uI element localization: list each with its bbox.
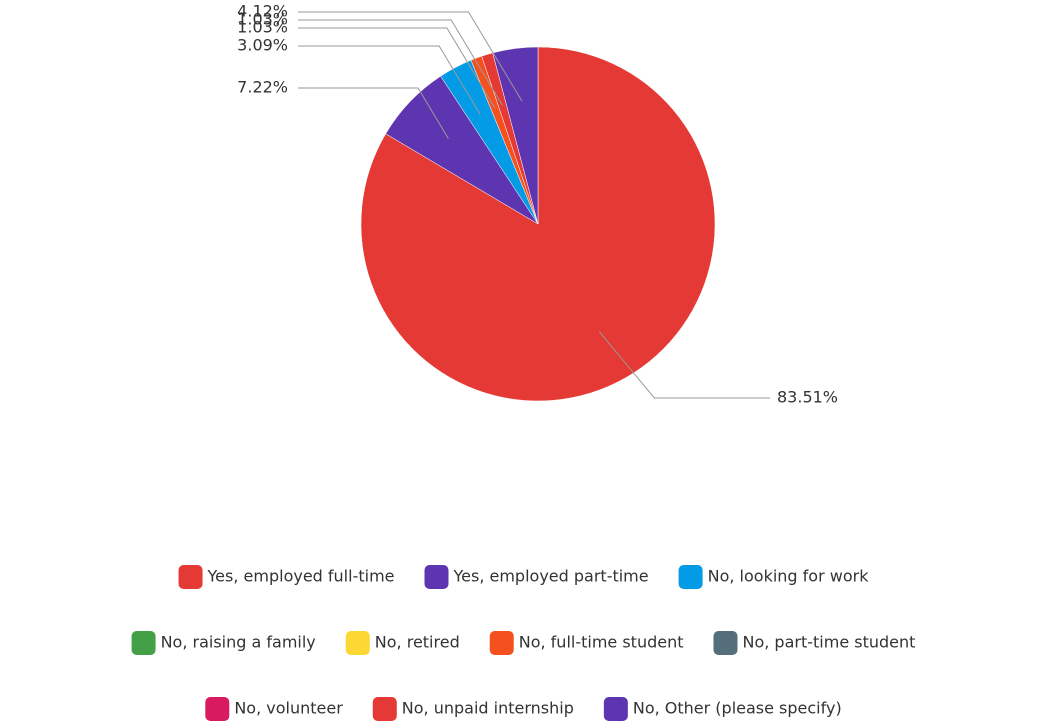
legend-swatch [678, 565, 703, 589]
legend-swatch [424, 565, 449, 589]
data-label: 83.51% [777, 388, 838, 407]
legend-label: No, looking for work [708, 567, 870, 586]
leader-line [298, 27, 496, 109]
legend-swatch [178, 565, 203, 589]
legend-swatch [205, 697, 230, 721]
data-label: 1.03% [237, 18, 288, 37]
legend-label: No, volunteer [234, 699, 343, 718]
leader-line [298, 45, 481, 115]
legend-label: Yes, employed full-time [207, 567, 395, 586]
legend-row: No, raising a family No, retired No, full-… [131, 631, 916, 655]
legend-row: Yes, employed full-time Yes, employed par… [178, 565, 870, 589]
leader-line [298, 19, 503, 106]
leader-line [298, 87, 449, 139]
legend-label: No, raising a family [161, 633, 316, 652]
legend-row: No, volunteer No, unpaid internship No, Ot… [205, 697, 842, 721]
legend-label: No, full-time student [519, 633, 684, 652]
legend-label: No, unpaid internship [402, 699, 574, 718]
legend-swatch [345, 631, 370, 655]
leader-line [298, 11, 523, 102]
legend-swatch [131, 631, 156, 655]
data-label: 3.09% [237, 36, 288, 55]
data-label: 1.03% [237, 10, 288, 29]
legend-swatch [713, 631, 738, 655]
legend-label: No, part-time student [743, 633, 916, 652]
legend-swatch [489, 631, 514, 655]
legend-label: Yes, employed part-time [453, 567, 649, 586]
legend-swatch [603, 697, 628, 721]
data-label: 7.22% [237, 78, 288, 97]
leader-line [598, 331, 770, 399]
legend-label: No, retired [375, 633, 460, 652]
data-label: 4.12% [237, 2, 288, 21]
legend-swatch [372, 697, 397, 721]
legend-label: No, Other (please specify) [633, 699, 842, 718]
